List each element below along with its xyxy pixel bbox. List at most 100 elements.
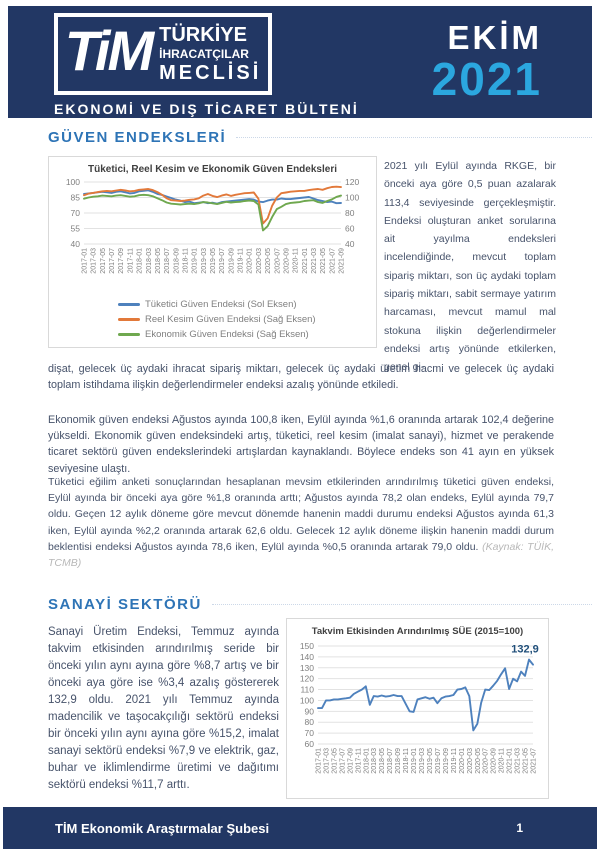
tim-logo-wordmark: TÜRKİYE İHRACATÇILAR MECLİSİ <box>159 25 261 83</box>
source-note: (Kaynak: TÜİK, TCMB) <box>48 540 554 570</box>
svg-text:2018-03: 2018-03 <box>146 248 153 274</box>
svg-text:2017-07: 2017-07 <box>109 248 116 274</box>
svg-text:2021-03: 2021-03 <box>311 248 318 274</box>
svg-text:120: 120 <box>345 177 359 187</box>
svg-text:2018-09: 2018-09 <box>173 248 180 274</box>
svg-text:2020-09: 2020-09 <box>283 248 290 274</box>
svg-text:100: 100 <box>66 177 80 187</box>
logo-line-ihracatcilar: İHRACATÇILAR <box>159 47 249 61</box>
svg-text:2020-01: 2020-01 <box>247 248 254 274</box>
logo-line-turkiye: TÜRKİYE <box>159 24 247 46</box>
legend-swatch-blue <box>118 303 140 306</box>
sue-chart-card: Takvim Etkisinden Arındırılmış SÜE (2015… <box>286 618 549 799</box>
svg-text:2019-11: 2019-11 <box>451 748 458 773</box>
svg-text:2020-07: 2020-07 <box>274 248 281 274</box>
svg-text:2018-01: 2018-01 <box>137 248 144 274</box>
issue-year: 2021 <box>431 53 542 105</box>
bulletin-title: EKONOMİ VE DIŞ TİCARET BÜLTENİ <box>54 101 359 117</box>
svg-text:120: 120 <box>300 674 314 684</box>
sanayi-paragraph: Sanayi Üretim Endeksi, Temmuz ayında tak… <box>48 626 279 791</box>
guven-chart-plot: 100 85 70 55 40 120 100 80 60 40 2017-01 2017-03 201… <box>56 176 369 297</box>
legend-item-tuketici: Tüketici Güven Endeksi (Sol Eksen) <box>118 299 369 310</box>
svg-text:60: 60 <box>305 739 315 749</box>
guven-paragraph-3: Tüketici eğilim anketi sonuçlarından hes… <box>48 474 554 571</box>
svg-text:40: 40 <box>345 239 355 249</box>
svg-text:70: 70 <box>71 208 81 218</box>
legend-item-ekonomik: Ekonomik Güven Endeksi (Sağ Eksen) <box>118 329 369 340</box>
legend-swatch-green <box>118 333 140 336</box>
svg-text:90: 90 <box>305 706 315 716</box>
legend-item-reel-kesim: Reel Kesim Güven Endeksi (Sağ Eksen) <box>118 314 369 325</box>
svg-text:2021-01: 2021-01 <box>507 748 514 774</box>
heading-rule <box>236 137 592 138</box>
svg-text:2017-03: 2017-03 <box>91 248 98 274</box>
svg-text:2019-09: 2019-09 <box>443 748 450 774</box>
guven-paragraph-continuation: dişat, gelecek üç aydaki ihracat sipariş… <box>48 363 554 392</box>
svg-text:2017-07: 2017-07 <box>339 748 346 774</box>
svg-text:2019-05: 2019-05 <box>427 748 434 774</box>
svg-text:2019-07: 2019-07 <box>435 748 442 774</box>
issue-date: EKİM 2021 <box>432 19 542 106</box>
svg-text:40: 40 <box>71 239 81 249</box>
svg-text:2018-09: 2018-09 <box>395 748 402 774</box>
svg-text:2020-05: 2020-05 <box>475 748 482 774</box>
masthead: TiM TÜRKİYE İHRACATÇILAR MECLİSİ EKONOMİ… <box>8 6 592 118</box>
svg-text:2021-01: 2021-01 <box>302 248 309 274</box>
guven-paragraph-3-text: Tüketici eğilim anketi sonuçlarından hes… <box>48 476 554 553</box>
svg-text:2019-07: 2019-07 <box>219 248 226 274</box>
section-heading-guven: GÜVEN ENDEKSLERİ <box>48 129 227 146</box>
svg-text:2021-09: 2021-09 <box>339 248 346 274</box>
svg-text:2020-07: 2020-07 <box>483 748 490 774</box>
svg-text:2019-11: 2019-11 <box>238 248 245 273</box>
svg-text:2017-09: 2017-09 <box>347 748 354 774</box>
svg-text:2018-05: 2018-05 <box>155 248 162 274</box>
guven-chart-legend: Tüketici Güven Endeksi (Sol Eksen) Reel … <box>56 299 369 340</box>
svg-text:80: 80 <box>345 208 355 218</box>
svg-text:2017-03: 2017-03 <box>324 748 331 774</box>
svg-text:2019-01: 2019-01 <box>411 748 418 774</box>
svg-text:2020-03: 2020-03 <box>256 248 263 274</box>
svg-text:2021-07: 2021-07 <box>531 748 538 774</box>
tim-logo-acronym: TiM <box>64 19 154 82</box>
svg-text:140: 140 <box>300 652 314 662</box>
svg-text:2020-09: 2020-09 <box>491 748 498 774</box>
svg-text:55: 55 <box>71 224 81 234</box>
svg-text:132,9: 132,9 <box>511 644 539 656</box>
guven-paragraph-side: 2021 yılı Eylül ayında RKGE, bir önceki … <box>384 160 556 374</box>
tim-logo: TiM TÜRKİYE İHRACATÇILAR MECLİSİ <box>54 13 272 95</box>
svg-text:2017-01: 2017-01 <box>82 248 89 274</box>
svg-text:2018-11: 2018-11 <box>403 748 410 773</box>
issue-month: EKİM <box>447 19 542 56</box>
legend-swatch-orange <box>118 318 140 321</box>
sue-chart-title: Takvim Etkisinden Arındırılmış SÜE (2015… <box>311 626 524 637</box>
section-sanayi-heading-row: SANAYİ SEKTÖRÜ <box>48 596 592 613</box>
section-heading-sanayi: SANAYİ SEKTÖRÜ <box>48 596 202 613</box>
svg-text:85: 85 <box>71 193 81 203</box>
guven-chart-title: Tüketici, Reel Kesim ve Ekonomik Güven E… <box>88 164 337 175</box>
svg-text:2019-09: 2019-09 <box>228 248 235 274</box>
svg-text:2020-05: 2020-05 <box>265 248 272 274</box>
svg-text:80: 80 <box>305 717 315 727</box>
svg-text:2019-03: 2019-03 <box>419 748 426 774</box>
page-footer: TİM Ekonomik Araştırmalar Şubesi 1 <box>3 807 597 849</box>
svg-text:2020-11: 2020-11 <box>499 748 506 773</box>
svg-text:2018-01: 2018-01 <box>363 748 370 774</box>
svg-text:2018-03: 2018-03 <box>371 748 378 774</box>
footer-department: TİM Ekonomik Araştırmalar Şubesi <box>55 820 270 836</box>
svg-text:110: 110 <box>300 685 314 695</box>
svg-text:100: 100 <box>300 695 314 705</box>
page-number: 1 <box>516 821 523 835</box>
section-guven-heading-row: GÜVEN ENDEKSLERİ <box>48 129 592 146</box>
svg-text:2019-03: 2019-03 <box>201 248 208 274</box>
svg-text:2017-05: 2017-05 <box>331 748 338 774</box>
legend-label: Tüketici Güven Endeksi (Sol Eksen) <box>145 299 297 310</box>
svg-text:2020-03: 2020-03 <box>467 748 474 774</box>
svg-text:100: 100 <box>345 193 359 203</box>
legend-label: Ekonomik Güven Endeksi (Sağ Eksen) <box>145 329 309 340</box>
svg-text:70: 70 <box>305 728 315 738</box>
svg-text:2017-11: 2017-11 <box>355 748 362 773</box>
guven-chart-card: Tüketici, Reel Kesim ve Ekonomik Güven E… <box>48 156 377 348</box>
svg-text:2021-07: 2021-07 <box>329 248 336 274</box>
svg-text:150: 150 <box>300 641 314 651</box>
svg-text:2021-03: 2021-03 <box>515 748 522 774</box>
